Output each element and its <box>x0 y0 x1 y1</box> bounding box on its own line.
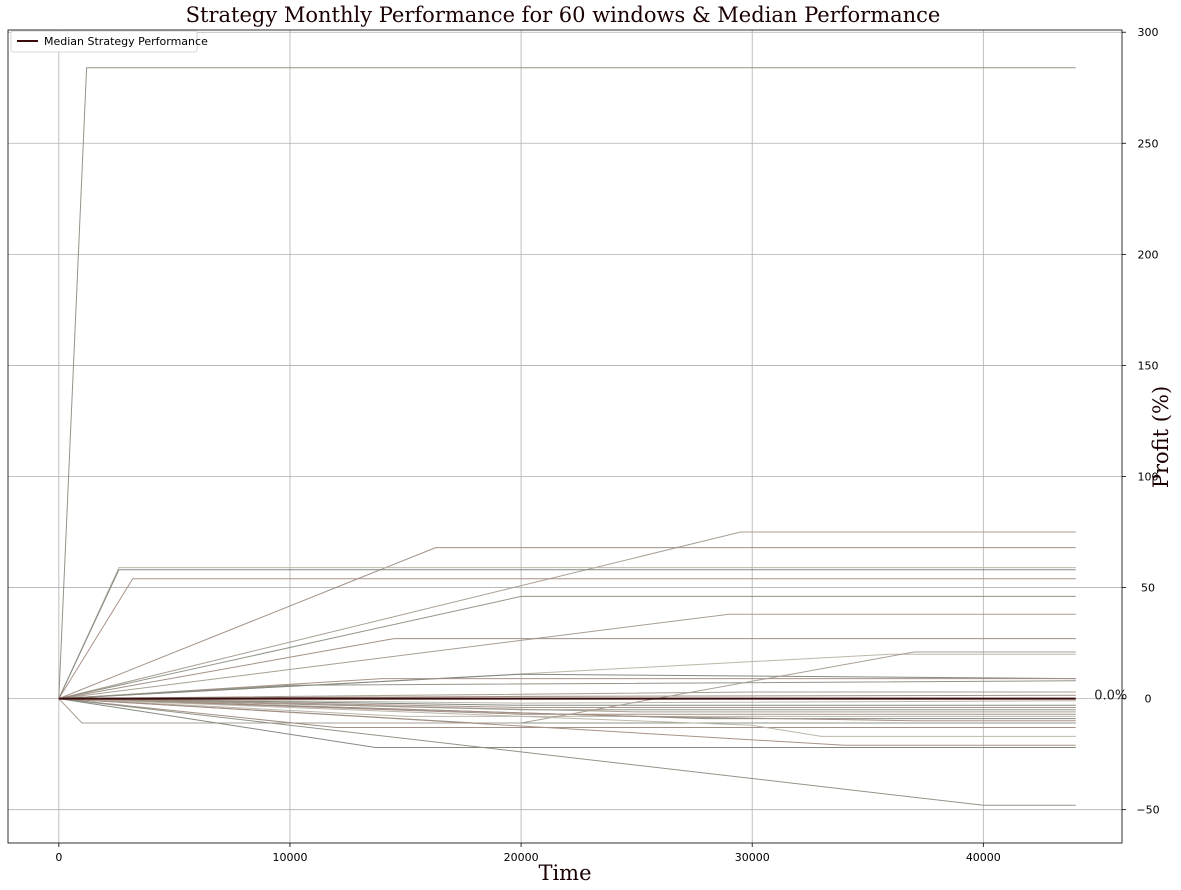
window-series-line-18 <box>58 698 1076 708</box>
x-tick-label-4: 40000 <box>966 851 1001 864</box>
window-series-line-28 <box>58 698 1076 737</box>
x-axis-label: Time <box>538 861 591 885</box>
window-series-line-20 <box>58 698 1076 713</box>
window-series-line-3 <box>58 547 1076 700</box>
y-tick-label-1: 0 <box>1145 693 1152 706</box>
window-series-line-29 <box>58 698 1076 748</box>
chart-title: Strategy Monthly Performance for 60 wind… <box>186 3 941 27</box>
window-series-line-30 <box>58 698 1076 746</box>
window-series-line-8 <box>58 613 1076 700</box>
window-series-line-6 <box>58 578 1076 699</box>
y-tick-label-4: 150 <box>1138 359 1159 372</box>
window-series-line-24 <box>58 698 1076 722</box>
window-series-line-5 <box>58 569 1076 699</box>
y-axis-label: Profit (%) <box>1149 386 1173 488</box>
y-tick-label-7: 300 <box>1138 26 1159 39</box>
y-tick-label-0: −50 <box>1136 804 1159 817</box>
grid-layer <box>8 30 1122 843</box>
window-series-line-27 <box>58 698 1076 728</box>
window-series-line-26 <box>58 651 1076 724</box>
plot-frame <box>7 29 1123 844</box>
axes-layer: 0 10000 20000 30000 40000 −50 0 50 100 150 200 250 3… <box>7 26 1160 864</box>
x-tick-label-0: 0 <box>55 851 62 864</box>
window-series-line-22 <box>58 698 1076 717</box>
window-series-line-16 <box>58 698 1076 704</box>
y-tick-label-3: 100 <box>1138 470 1159 483</box>
window-series-line-2 <box>58 531 1076 700</box>
window-series-line-13 <box>58 680 1076 700</box>
window-series-line-31 <box>58 698 1076 806</box>
window-series-line-1 <box>58 67 1076 699</box>
x-tick-label-2: 20000 <box>504 851 539 864</box>
legend-entry-median: Median Strategy Performance <box>44 35 208 48</box>
window-series-line-9 <box>58 638 1076 700</box>
y-tick-label-2: 50 <box>1141 582 1155 595</box>
median-final-value-annotation: 0.0% <box>1094 689 1127 704</box>
x-tick-label-1: 10000 <box>272 851 307 864</box>
window-series-line-7 <box>58 595 1076 700</box>
window-series-line-17 <box>58 698 1076 706</box>
legend: Median Strategy Performance <box>10 30 208 53</box>
window-series-line-11 <box>58 673 1076 700</box>
window-series-line-14 <box>58 691 1076 700</box>
series-layer <box>58 67 1076 806</box>
x-tick-label-3: 30000 <box>735 851 770 864</box>
legend-box <box>10 30 198 53</box>
y-tick-label-5: 200 <box>1138 248 1159 261</box>
y-tick-label-6: 250 <box>1138 137 1159 150</box>
